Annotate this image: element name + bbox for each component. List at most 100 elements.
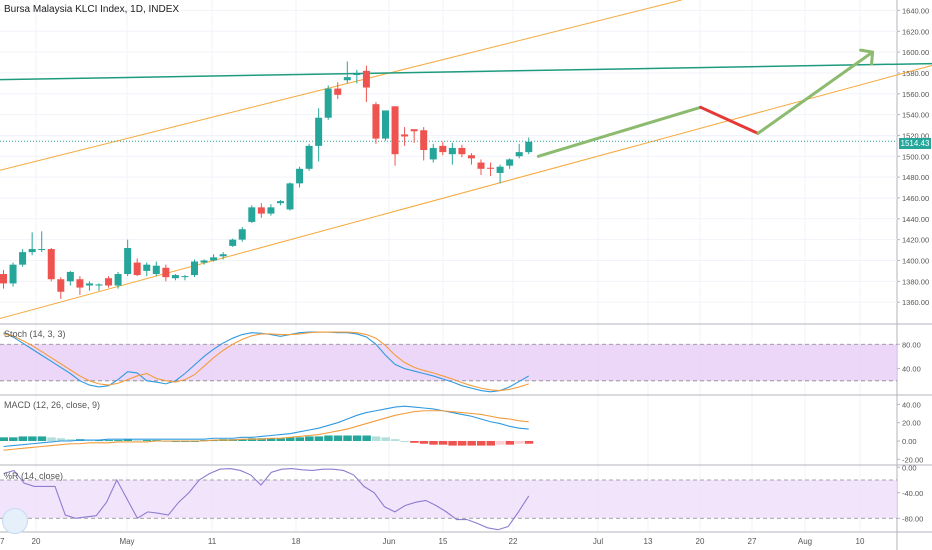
candle-body: [200, 260, 208, 263]
macd-histogram-bar: [28, 436, 37, 441]
candle-body: [105, 278, 113, 286]
candle-body: [95, 284, 103, 286]
candle-body: [324, 88, 332, 118]
macd-histogram-bar: [104, 440, 114, 442]
candle-body: [257, 207, 265, 214]
price-tick-label: 1560.00: [902, 90, 929, 99]
stoch-d-line: [3, 331, 529, 392]
macd-histogram-bar: [276, 438, 285, 441]
indicator-tick-label: -80.00: [902, 514, 923, 523]
candle-body: [38, 249, 46, 251]
price-tick-label: 1460.00: [902, 194, 929, 203]
indicator-band: [0, 344, 897, 381]
projection-up-segment: [756, 50, 875, 135]
candle-body: [448, 147, 456, 155]
macd-histogram-bar: [496, 441, 505, 445]
macd-histogram-bar: [505, 441, 515, 445]
macd-histogram-bar: [66, 439, 75, 441]
candle-body: [420, 130, 428, 151]
candle-body: [410, 129, 418, 132]
resistance-line: [0, 62, 932, 81]
candle-body: [57, 279, 65, 292]
macd-histogram-bar: [410, 441, 419, 443]
macd-histogram-bar: [477, 441, 486, 446]
candle-body: [362, 70, 370, 88]
macd-tick-label: 0.00: [902, 437, 917, 446]
candle-body: [114, 274, 122, 286]
price-tick-label: 1400.00: [902, 256, 929, 265]
price-tick-label: 1480.00: [902, 173, 929, 182]
candle-body: [467, 155, 475, 159]
stoch-label: Stoch (14, 3, 3): [4, 329, 66, 339]
macd-histogram-bar: [266, 438, 276, 441]
price-tick-label: 1360.00: [902, 298, 929, 307]
projection-arrowhead: [859, 48, 875, 66]
macd-signal-line: [3, 410, 529, 451]
x-tick-label: 22: [509, 537, 518, 546]
macd-histogram-bar: [314, 436, 324, 441]
macd-histogram-bar: [9, 437, 18, 441]
macd-histogram-bar: [133, 440, 142, 442]
candle-body: [305, 145, 313, 169]
price-tick-label: 1440.00: [902, 215, 929, 224]
candle-body: [238, 229, 246, 240]
candle-body: [267, 207, 275, 214]
x-tick-label: Aug: [798, 537, 812, 546]
macd-histogram-bar: [47, 437, 56, 441]
candle-body: [133, 262, 141, 276]
candle-body: [334, 88, 342, 95]
price-tick-label: 1580.00: [902, 69, 929, 78]
macd-histogram-bar: [419, 441, 429, 444]
indicator-tick-label: 80.00: [902, 340, 921, 349]
candle-body: [506, 159, 514, 166]
x-tick-label: 10: [856, 537, 865, 546]
candle-body: [343, 77, 351, 81]
x-tick-label: 18: [292, 537, 301, 546]
candle-body: [19, 252, 27, 265]
macd-histogram-bar: [286, 437, 295, 441]
price-tick-label: 1380.00: [902, 277, 929, 286]
macd-histogram-bar: [56, 438, 66, 441]
candle-body: [487, 167, 495, 169]
macd-histogram-bar: [295, 437, 305, 441]
candle-body: [525, 141, 533, 153]
candle-body: [401, 134, 409, 137]
macd-histogram-bar: [114, 440, 123, 442]
channel-lower-line: [0, 64, 932, 320]
candle-body: [66, 271, 74, 282]
macd-histogram-bar: [324, 435, 333, 441]
macd-label: MACD (12, 26, close, 9): [4, 400, 101, 410]
projection-up-segment: [536, 105, 703, 158]
macd-histogram-bar: [142, 440, 152, 442]
tradingview-logo-icon[interactable]: [2, 508, 28, 534]
candle-body: [372, 104, 380, 139]
candle-body: [0, 274, 7, 284]
x-tick-label: 20: [32, 537, 41, 546]
williams-r-line: [3, 467, 530, 531]
candle-body: [47, 249, 55, 280]
macd-histogram-bar: [457, 441, 467, 446]
candle-body: [85, 283, 93, 286]
macd-histogram-bar: [400, 441, 410, 442]
macd-histogram-bar: [438, 441, 448, 445]
candle-body: [315, 117, 323, 146]
candle-body: [191, 261, 198, 276]
last-price-badge: 1514.43: [899, 138, 931, 149]
candle-body: [124, 247, 132, 275]
macd-histogram-bar: [429, 441, 438, 445]
macd-histogram-bar: [352, 435, 362, 441]
candle-body: [152, 265, 160, 275]
candle-body: [382, 110, 389, 139]
candle-body: [353, 73, 361, 76]
macd-histogram-bar: [123, 439, 133, 441]
x-tick-label: May: [119, 537, 134, 546]
candle-body: [477, 162, 485, 169]
macd-histogram-bar: [486, 441, 496, 446]
price-tick-label: 1420.00: [902, 236, 929, 245]
candle-body: [229, 239, 237, 246]
candle-body: [429, 147, 437, 160]
candle-body: [458, 147, 466, 155]
macd-histogram-bar: [18, 436, 28, 441]
candle-body: [9, 264, 17, 284]
